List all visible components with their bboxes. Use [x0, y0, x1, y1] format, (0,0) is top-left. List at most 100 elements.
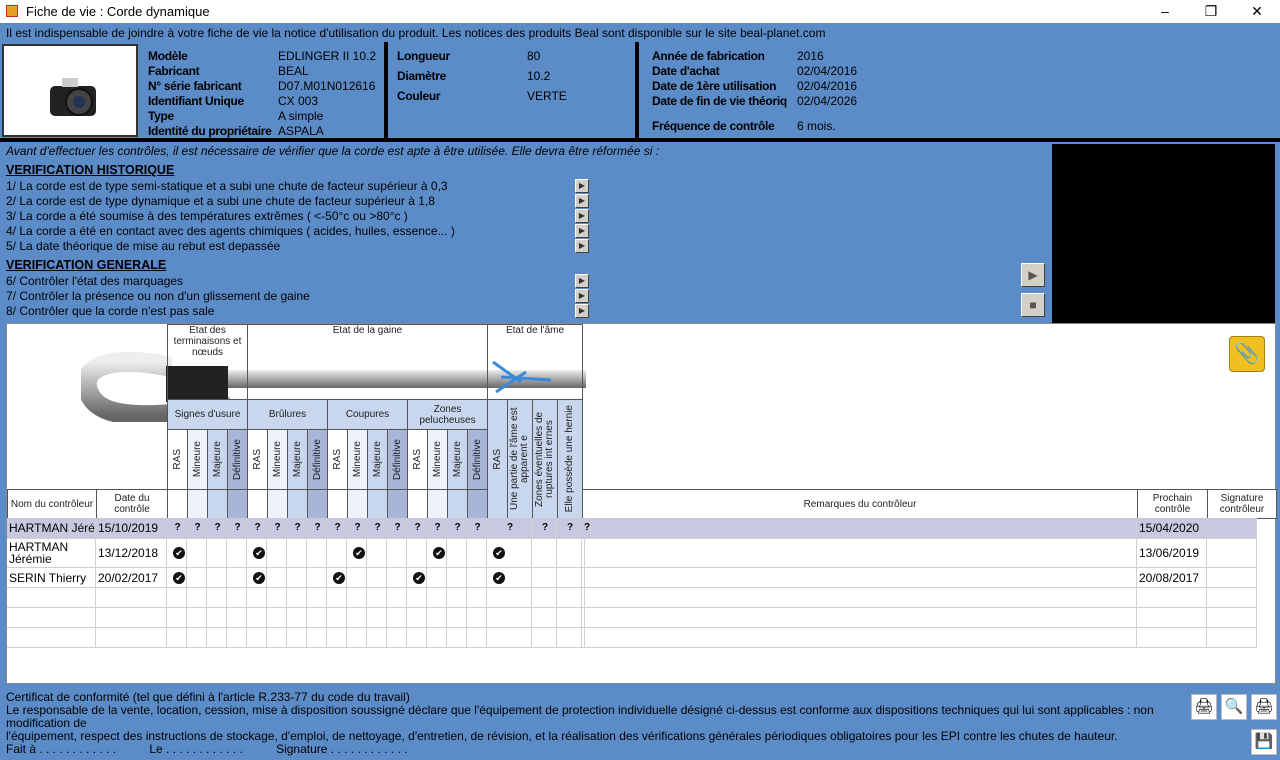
- check-cell[interactable]: [407, 608, 427, 628]
- check-cell[interactable]: [307, 628, 327, 648]
- check-cell[interactable]: [557, 628, 582, 648]
- check-cell[interactable]: [327, 608, 347, 628]
- check-cell[interactable]: [387, 628, 407, 648]
- check-cell[interactable]: ?: [447, 518, 467, 539]
- check-cell[interactable]: [532, 588, 557, 608]
- table-row[interactable]: HARTMAN Jérémie 13/12/2018 ✔ ✔ ✔ ✔ ✔ 13/06/2019: [7, 539, 1257, 568]
- check-cell[interactable]: [487, 628, 532, 648]
- check-cell[interactable]: [327, 539, 347, 568]
- check-cell[interactable]: [207, 628, 227, 648]
- play-item-button[interactable]: ▶: [575, 194, 589, 208]
- check-cell[interactable]: ?: [467, 518, 487, 539]
- check-cell[interactable]: [467, 588, 487, 608]
- check-cell[interactable]: [467, 568, 487, 588]
- check-cell[interactable]: [427, 608, 447, 628]
- check-cell[interactable]: ✔: [427, 539, 447, 568]
- check-cell[interactable]: [447, 539, 467, 568]
- check-cell[interactable]: ✔: [167, 568, 187, 588]
- check-cell[interactable]: [227, 568, 247, 588]
- check-cell[interactable]: [447, 568, 467, 588]
- check-cell[interactable]: [307, 608, 327, 628]
- play-item-button[interactable]: ▶: [575, 239, 589, 253]
- check-cell[interactable]: [247, 628, 267, 648]
- check-cell[interactable]: [407, 588, 427, 608]
- check-cell[interactable]: [427, 568, 447, 588]
- check-cell[interactable]: [207, 608, 227, 628]
- check-cell[interactable]: [447, 628, 467, 648]
- check-cell[interactable]: ?: [187, 518, 207, 539]
- check-cell[interactable]: [167, 608, 187, 628]
- stop-button[interactable]: ■: [1021, 293, 1045, 317]
- table-row[interactable]: [7, 608, 1257, 628]
- check-cell[interactable]: [287, 588, 307, 608]
- table-row[interactable]: [7, 628, 1257, 648]
- check-cell[interactable]: [187, 628, 207, 648]
- check-cell[interactable]: [487, 588, 532, 608]
- print-check-icon[interactable]: 🖨: [1191, 694, 1217, 720]
- product-photo[interactable]: [2, 44, 138, 137]
- check-cell[interactable]: ?: [327, 518, 347, 539]
- check-cell[interactable]: ?: [347, 518, 367, 539]
- check-cell[interactable]: [367, 628, 387, 648]
- check-cell[interactable]: [227, 608, 247, 628]
- check-cell[interactable]: ✔: [487, 568, 532, 588]
- check-cell[interactable]: [347, 588, 367, 608]
- check-cell[interactable]: [367, 539, 387, 568]
- check-cell[interactable]: [307, 568, 327, 588]
- check-cell[interactable]: [467, 539, 487, 568]
- check-cell[interactable]: [407, 628, 427, 648]
- check-cell[interactable]: [367, 608, 387, 628]
- play-item-button[interactable]: ▶: [575, 224, 589, 238]
- attachment-folder-icon[interactable]: 📎: [1229, 336, 1265, 372]
- maximize-button[interactable]: ❐: [1204, 3, 1218, 19]
- check-cell[interactable]: [227, 628, 247, 648]
- check-cell[interactable]: [532, 628, 557, 648]
- check-cell[interactable]: [187, 588, 207, 608]
- check-cell[interactable]: [287, 539, 307, 568]
- check-cell[interactable]: [227, 539, 247, 568]
- check-cell[interactable]: [387, 588, 407, 608]
- check-cell[interactable]: ?: [487, 518, 532, 539]
- check-cell[interactable]: [557, 588, 582, 608]
- check-cell[interactable]: [267, 608, 287, 628]
- check-cell[interactable]: [532, 568, 557, 588]
- check-cell[interactable]: ?: [307, 518, 327, 539]
- play-item-button[interactable]: ▶: [575, 274, 589, 288]
- check-cell[interactable]: [427, 588, 447, 608]
- check-cell[interactable]: [347, 628, 367, 648]
- check-cell[interactable]: [532, 539, 557, 568]
- check-cell[interactable]: [307, 588, 327, 608]
- check-cell[interactable]: [532, 608, 557, 628]
- check-cell[interactable]: [167, 588, 187, 608]
- check-cell[interactable]: [387, 608, 407, 628]
- check-cell[interactable]: ?: [287, 518, 307, 539]
- check-cell[interactable]: [447, 608, 467, 628]
- check-cell[interactable]: [267, 588, 287, 608]
- check-cell[interactable]: [207, 568, 227, 588]
- check-cell[interactable]: [557, 608, 582, 628]
- check-cell[interactable]: ?: [532, 518, 557, 539]
- check-cell[interactable]: [557, 539, 582, 568]
- play-button[interactable]: ▶: [1021, 263, 1045, 287]
- check-cell[interactable]: [467, 628, 487, 648]
- play-item-button[interactable]: ▶: [575, 304, 589, 318]
- check-cell[interactable]: ?: [247, 518, 267, 539]
- check-cell[interactable]: ?: [427, 518, 447, 539]
- close-button[interactable]: ✕: [1251, 3, 1263, 19]
- check-cell[interactable]: ?: [387, 518, 407, 539]
- check-cell[interactable]: [467, 608, 487, 628]
- printer-icon[interactable]: 🖨: [1251, 694, 1277, 720]
- check-cell[interactable]: ?: [267, 518, 287, 539]
- check-cell[interactable]: ✔: [487, 539, 532, 568]
- check-cell[interactable]: [327, 628, 347, 648]
- check-cell[interactable]: [407, 539, 427, 568]
- check-cell[interactable]: ?: [367, 518, 387, 539]
- check-cell[interactable]: ✔: [247, 568, 267, 588]
- minimize-button[interactable]: –: [1161, 3, 1169, 19]
- check-cell[interactable]: [227, 588, 247, 608]
- check-cell[interactable]: ?: [407, 518, 427, 539]
- check-cell[interactable]: ?: [227, 518, 247, 539]
- play-item-button[interactable]: ▶: [575, 289, 589, 303]
- check-cell[interactable]: [207, 588, 227, 608]
- check-cell[interactable]: ✔: [167, 539, 187, 568]
